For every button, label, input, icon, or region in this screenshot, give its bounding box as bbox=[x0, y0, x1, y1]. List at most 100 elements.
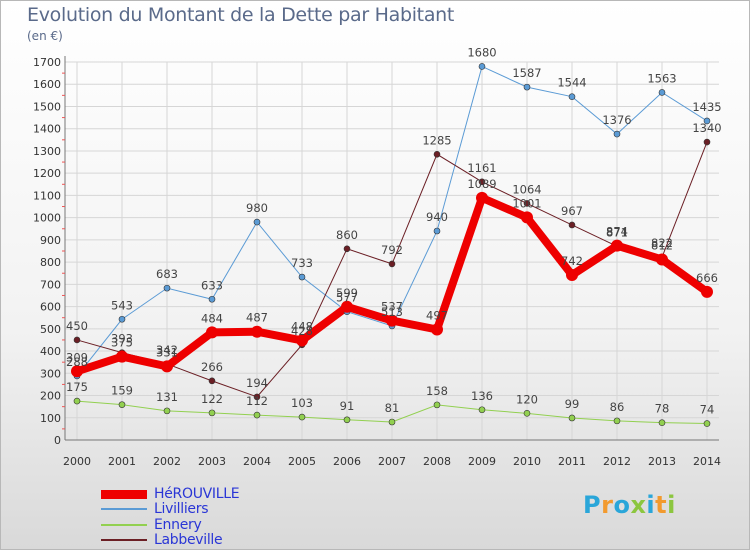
x-tick-label: 2004 bbox=[243, 455, 271, 468]
data-point bbox=[73, 397, 81, 405]
logo-letter: r bbox=[601, 491, 614, 519]
logo-letter: i bbox=[646, 491, 656, 519]
data-point bbox=[433, 401, 441, 409]
data-label: 577 bbox=[336, 291, 358, 305]
x-tick-label: 2005 bbox=[288, 455, 316, 468]
logo-letter: i bbox=[667, 491, 676, 519]
x-tick-label: 2007 bbox=[378, 455, 406, 468]
data-point bbox=[71, 365, 83, 378]
data-label: 81 bbox=[385, 401, 400, 415]
data-point bbox=[523, 83, 531, 91]
data-point bbox=[701, 285, 713, 298]
x-tick-label: 2009 bbox=[468, 455, 496, 468]
data-label: 331 bbox=[156, 345, 178, 359]
data-label: 537 bbox=[381, 300, 403, 314]
data-label: 131 bbox=[156, 390, 178, 404]
legend-label: Labbeville bbox=[154, 531, 223, 548]
x-tick-label: 2008 bbox=[423, 455, 451, 468]
data-point bbox=[611, 239, 623, 252]
data-label: 309 bbox=[66, 350, 88, 364]
y-tick-label: 1700 bbox=[33, 56, 61, 69]
x-tick-label: 2001 bbox=[108, 455, 136, 468]
data-label: 288 bbox=[66, 355, 88, 369]
data-point bbox=[73, 336, 81, 344]
data-label: 74 bbox=[700, 403, 715, 417]
data-label: 683 bbox=[156, 267, 178, 281]
data-point bbox=[433, 227, 441, 235]
data-label: 158 bbox=[426, 384, 448, 398]
y-tick-label: 300 bbox=[40, 367, 61, 380]
data-label: 1001 bbox=[512, 196, 541, 210]
data-point bbox=[298, 413, 306, 421]
data-point bbox=[568, 221, 576, 229]
data-point bbox=[388, 418, 396, 426]
logo-letter: o bbox=[613, 491, 631, 519]
data-point bbox=[208, 377, 216, 385]
data-point bbox=[703, 117, 711, 125]
data-label: 874 bbox=[606, 225, 628, 239]
x-tick-label: 2013 bbox=[648, 455, 676, 468]
data-label: 633 bbox=[201, 278, 223, 292]
data-point bbox=[251, 325, 263, 338]
y-tick-label: 100 bbox=[40, 412, 61, 425]
data-label: 78 bbox=[655, 402, 670, 416]
legend-label: Livilliers bbox=[154, 501, 209, 518]
data-label: 1089 bbox=[467, 177, 496, 191]
y-tick-label: 900 bbox=[40, 234, 61, 247]
data-label: 1680 bbox=[467, 45, 496, 59]
data-point bbox=[478, 178, 486, 186]
data-label: 733 bbox=[291, 256, 313, 270]
data-label: 980 bbox=[246, 201, 268, 215]
data-label: 448 bbox=[291, 319, 313, 333]
y-tick-label: 1000 bbox=[33, 212, 61, 225]
data-label: 1340 bbox=[692, 121, 721, 135]
y-tick-label: 700 bbox=[40, 278, 61, 291]
data-point bbox=[163, 284, 171, 292]
data-point bbox=[703, 420, 711, 427]
data-label: 666 bbox=[696, 271, 718, 285]
y-tick-label: 1300 bbox=[33, 145, 61, 158]
data-label: 136 bbox=[471, 389, 493, 403]
data-point bbox=[163, 407, 171, 415]
data-point bbox=[118, 315, 126, 323]
x-tick-label: 2003 bbox=[198, 455, 226, 468]
chart-unit: (en €) bbox=[27, 29, 63, 43]
data-label: 1544 bbox=[557, 76, 586, 90]
data-label: 91 bbox=[340, 399, 355, 413]
data-label: 450 bbox=[66, 319, 88, 333]
data-label: 120 bbox=[516, 392, 538, 406]
data-label: 487 bbox=[246, 311, 268, 325]
data-point bbox=[208, 409, 216, 417]
data-label: 375 bbox=[111, 336, 133, 350]
data-label: 599 bbox=[336, 286, 358, 300]
data-point bbox=[161, 360, 173, 373]
data-label: 1376 bbox=[602, 113, 631, 127]
data-label: 792 bbox=[381, 243, 403, 257]
data-label: 194 bbox=[246, 376, 268, 390]
data-label: 967 bbox=[561, 204, 583, 218]
data-point bbox=[253, 393, 261, 401]
x-tick-label: 2011 bbox=[558, 455, 586, 468]
data-point bbox=[296, 334, 308, 347]
data-point bbox=[343, 416, 351, 424]
y-tick-label: 1600 bbox=[33, 78, 61, 91]
y-tick-label: 1400 bbox=[33, 123, 61, 136]
data-point bbox=[658, 419, 666, 426]
y-tick-label: 800 bbox=[40, 256, 61, 269]
x-tick-label: 2012 bbox=[603, 455, 631, 468]
y-tick-label: 500 bbox=[40, 323, 61, 336]
data-label: 822 bbox=[651, 236, 673, 250]
data-point bbox=[476, 191, 488, 204]
data-point bbox=[478, 406, 486, 414]
data-point bbox=[253, 218, 261, 226]
data-label: 393 bbox=[111, 332, 133, 346]
logo-letter: t bbox=[655, 491, 668, 519]
data-point bbox=[658, 89, 666, 96]
data-point bbox=[568, 93, 576, 100]
data-label: 159 bbox=[111, 384, 133, 398]
data-point bbox=[523, 410, 531, 417]
data-point bbox=[208, 295, 216, 303]
data-label: 871 bbox=[606, 225, 628, 239]
data-point bbox=[656, 253, 668, 266]
